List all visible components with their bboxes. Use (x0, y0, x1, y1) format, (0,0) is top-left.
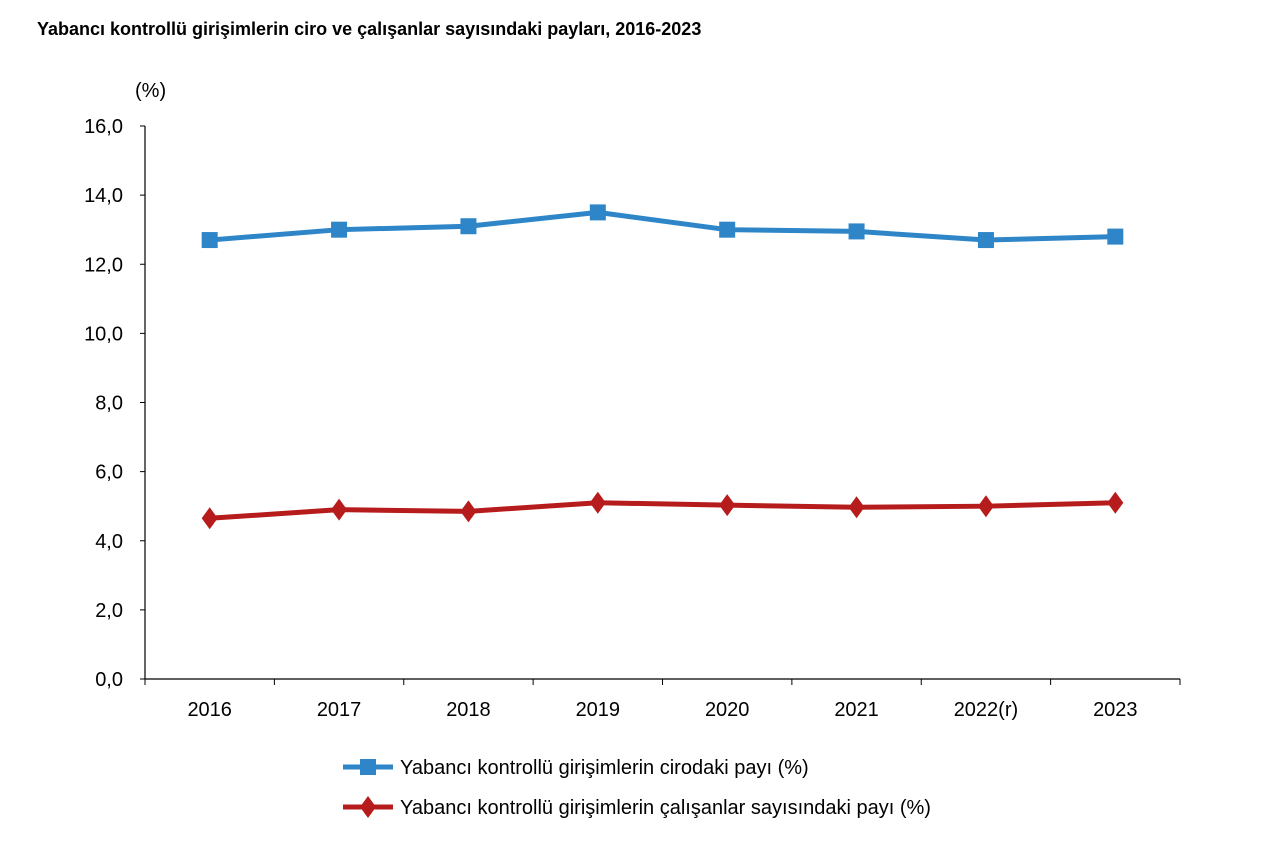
x-tick-label: 2021 (834, 699, 879, 721)
legend-label-1: Yabancı kontrollü girişimlerin çalışanla… (400, 797, 931, 819)
series-line-0 (209, 209, 1116, 243)
y-tick-label: 4,0 (95, 531, 123, 553)
data-point-0-1 (331, 221, 348, 238)
legend-marker-0 (360, 759, 376, 775)
data-point-0-5 (848, 223, 865, 240)
x-tick-label: 2023 (1093, 699, 1138, 721)
series-line-1 (209, 500, 1116, 521)
y-tick-label: 12,0 (84, 254, 123, 276)
x-tick-label: 2022(r) (954, 699, 1018, 721)
data-point-1-4 (719, 494, 736, 517)
y-axis-label: (%) (135, 80, 166, 102)
x-tick-label: 2020 (705, 699, 750, 721)
data-point-1-0 (201, 507, 218, 530)
legend-marker-1 (360, 796, 376, 818)
data-point-1-5 (848, 496, 865, 519)
data-point-0-7 (1107, 228, 1124, 245)
data-point-1-1 (331, 498, 348, 521)
data-point-0-6 (977, 232, 994, 249)
chart-title: Yabancı kontrollü girişimlerin ciro ve ç… (37, 19, 702, 39)
data-point-0-3 (589, 204, 606, 221)
x-tick-label: 2018 (446, 699, 491, 721)
y-tick-label: 16,0 (84, 116, 123, 138)
y-tick-label: 0,0 (95, 669, 123, 691)
data-point-1-3 (589, 491, 606, 514)
x-tick-label: 2019 (576, 699, 621, 721)
data-point-0-2 (460, 218, 477, 235)
y-tick-label: 8,0 (95, 393, 123, 415)
y-tick-label: 14,0 (84, 185, 123, 207)
data-point-1-6 (977, 495, 994, 518)
y-tick-label: 2,0 (95, 600, 123, 622)
data-point-1-2 (460, 500, 477, 523)
y-tick-label: 10,0 (84, 323, 123, 345)
data-point-1-7 (1107, 491, 1124, 514)
data-point-0-4 (719, 221, 736, 238)
legend-label-0: Yabancı kontrollü girişimlerin cirodaki … (400, 757, 809, 779)
data-point-0-0 (201, 232, 218, 249)
y-tick-label: 6,0 (95, 462, 123, 484)
x-tick-label: 2016 (187, 699, 232, 721)
x-tick-label: 2017 (317, 699, 362, 721)
